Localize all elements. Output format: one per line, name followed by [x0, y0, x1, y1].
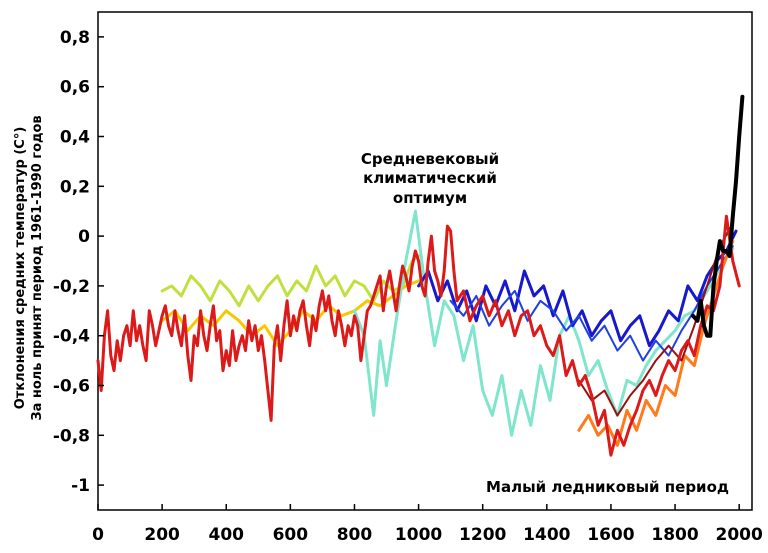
y-axis-label-baseline: За ноль принят период 1961-1990 годов — [30, 115, 45, 420]
x-tick-label: 1800 — [651, 525, 698, 545]
y-tick-label: 0,4 — [60, 128, 90, 148]
x-tick-label: 1200 — [459, 525, 506, 545]
y-tick-label: -1 — [71, 476, 90, 496]
plot-area-frame — [97, 11, 753, 511]
x-tick-label: 600 — [273, 525, 309, 545]
annotation-little-ice-age: Малый ледниковый период — [486, 478, 729, 496]
y-tick-label: 0,2 — [60, 177, 90, 197]
annotation-medieval-optimum-line2: климатический — [363, 169, 497, 187]
series-line-8 — [691, 94, 745, 338]
x-tick-label: 800 — [337, 525, 373, 545]
series-line-3 — [417, 229, 738, 348]
annotation-medieval-optimum-line1: Средневековый — [361, 150, 499, 168]
y-tick-label: 0 — [78, 227, 90, 247]
x-tick-label: 2000 — [716, 525, 763, 545]
x-tick-label: 200 — [144, 525, 180, 545]
series-line-7 — [96, 214, 741, 457]
x-tick-label: 1400 — [523, 525, 570, 545]
series-line-5 — [577, 239, 735, 447]
y-tick-label: -0,2 — [53, 277, 90, 297]
y-tick-label: 0,6 — [60, 78, 90, 98]
y-tick-label: -0,4 — [53, 327, 90, 347]
y-tick-label: -0,6 — [53, 377, 90, 397]
series-line-0 — [160, 254, 421, 308]
series-line-2 — [353, 209, 735, 437]
series-layer — [96, 94, 745, 457]
y-tick-label: -0,8 — [53, 426, 90, 446]
x-tick-label: 0 — [92, 525, 104, 545]
x-tick-label: 1600 — [587, 525, 634, 545]
x-tick-label: 1000 — [395, 525, 442, 545]
x-tick-label: 400 — [208, 525, 244, 545]
y-tick-label: 0,8 — [60, 28, 90, 48]
series-line-6 — [577, 222, 734, 417]
annotation-medieval-optimum-line3: оптимум — [393, 189, 467, 207]
axis-layer: 0 200 400 600 800 1000 1200 1400 1600 1800 2000 0,8… — [53, 28, 763, 545]
y-axis-label-main: Отклонения средних температур (C°) — [13, 127, 28, 410]
